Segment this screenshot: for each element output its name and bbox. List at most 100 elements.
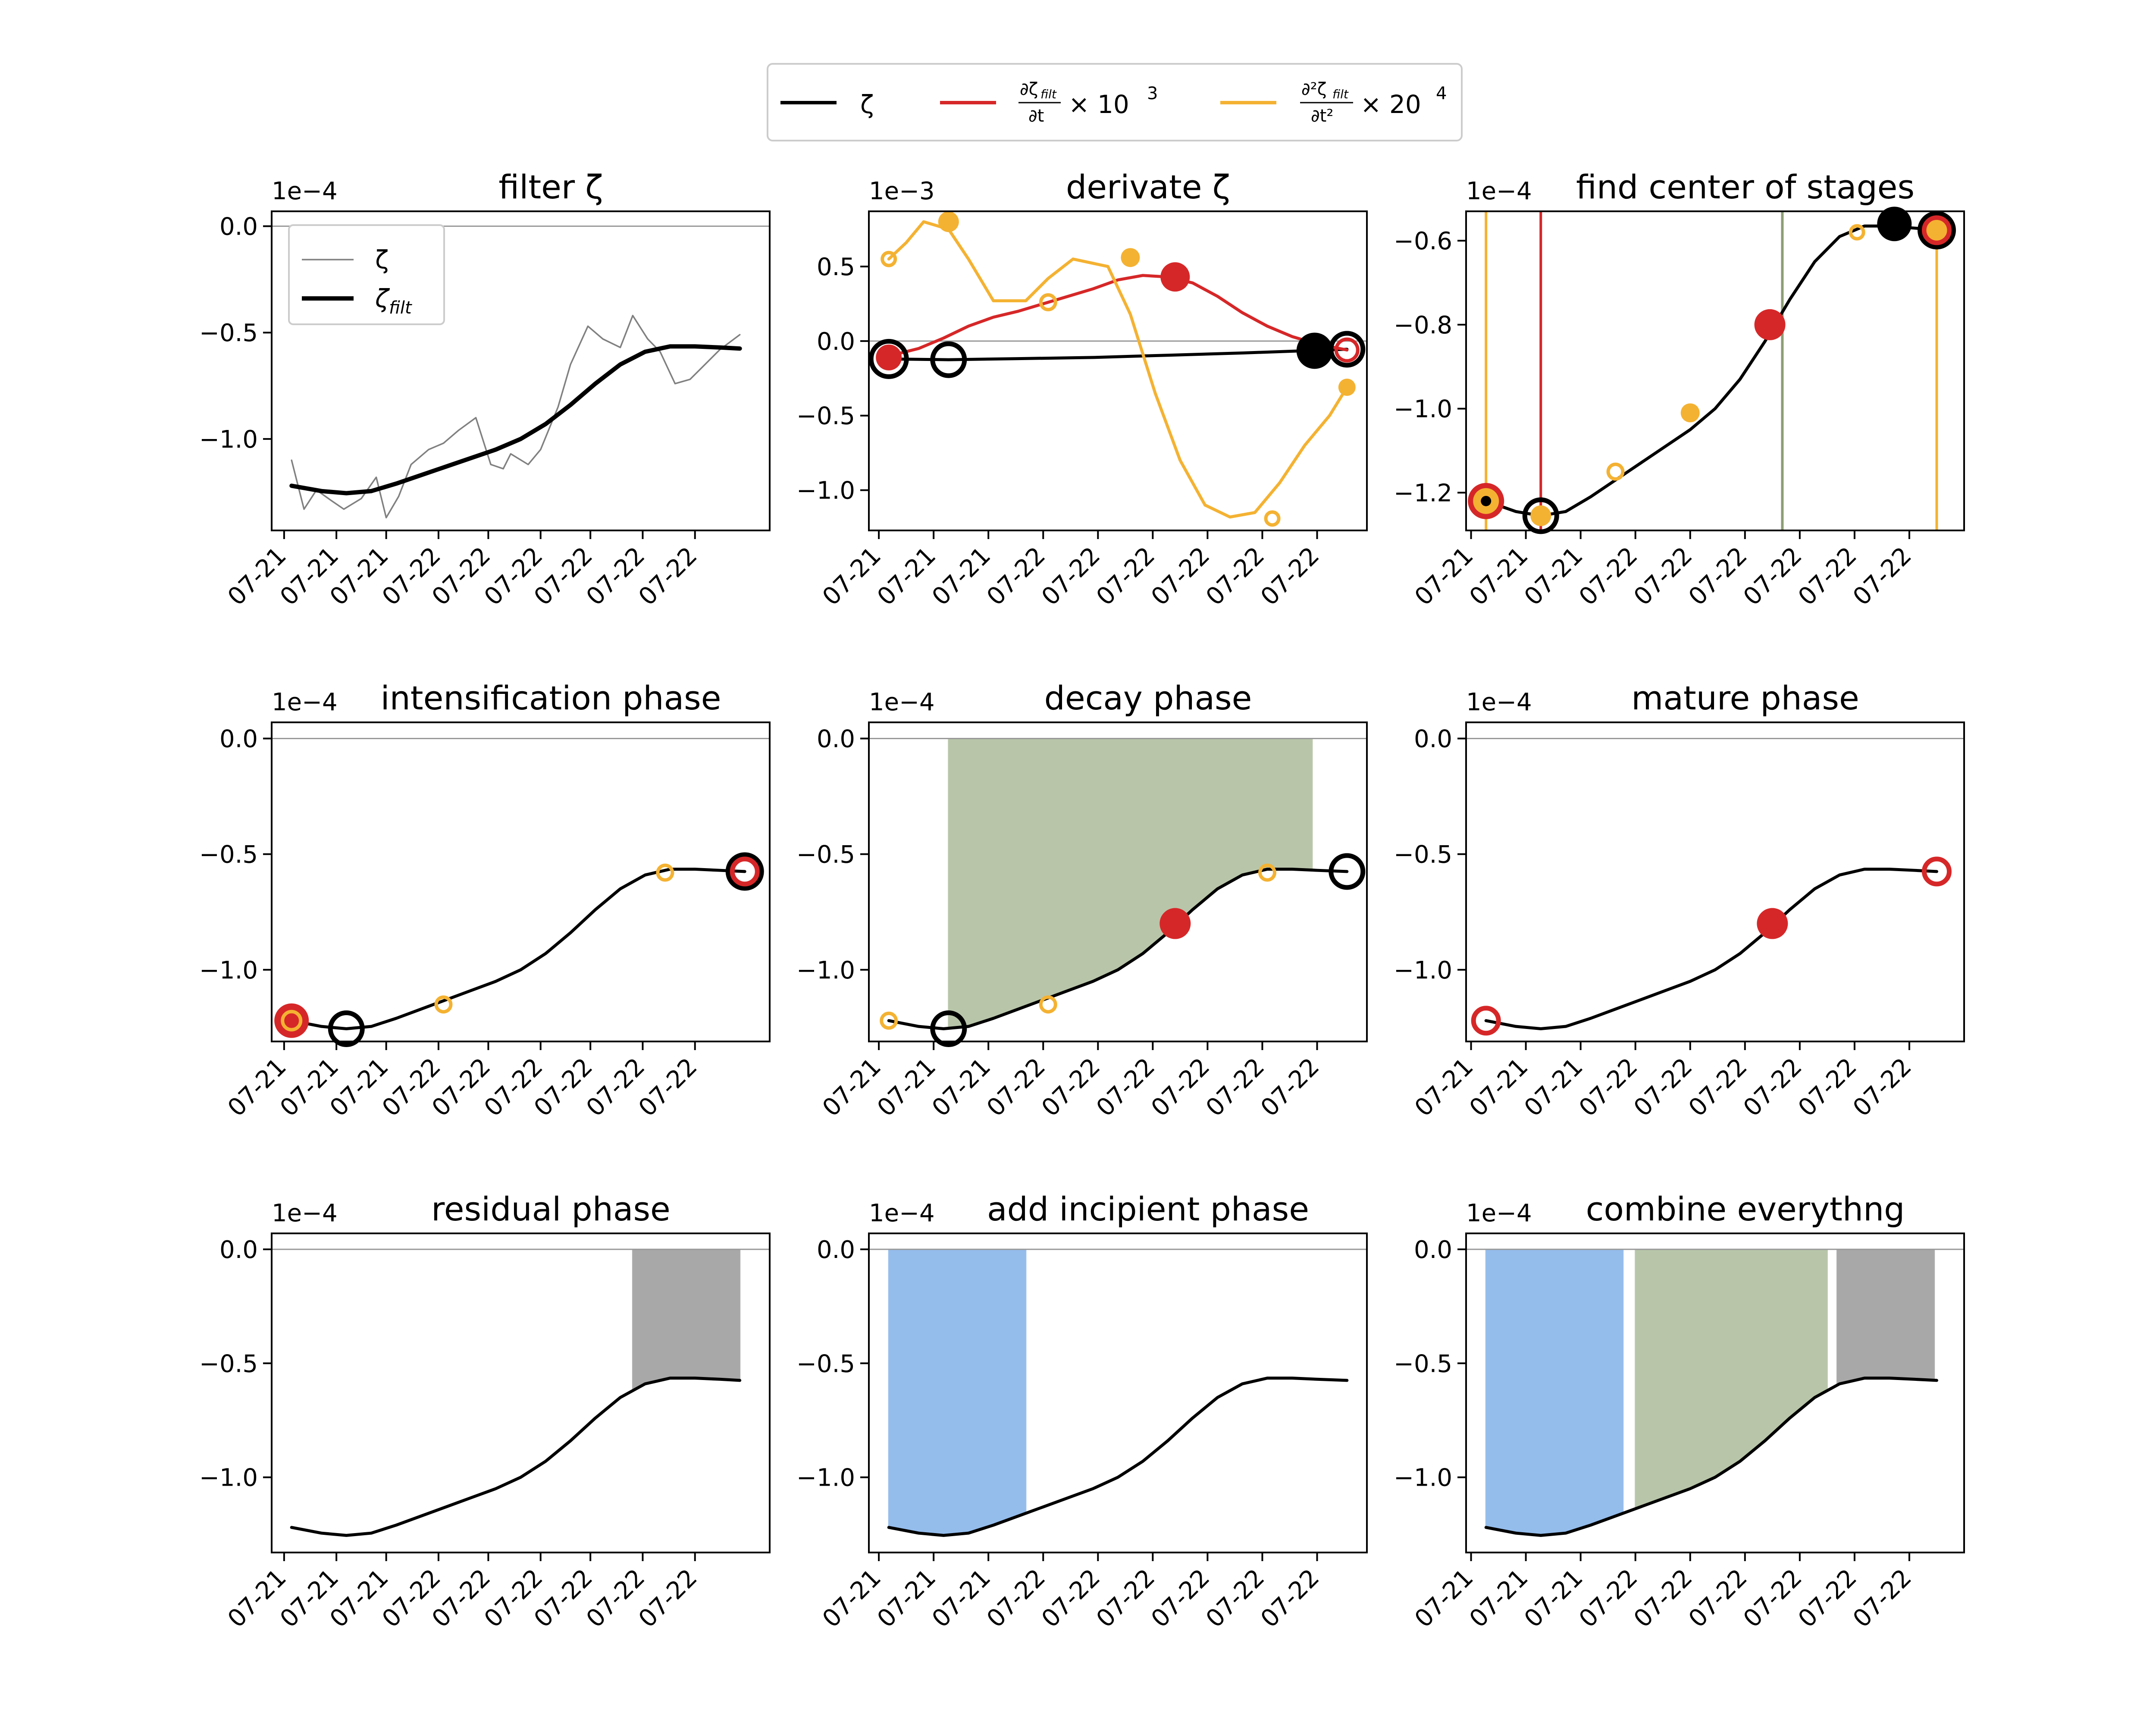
y-tick-label: −0.8 xyxy=(1394,311,1452,339)
subplot-p2: derivate ζ1e−30.50.0−0.5−1.007-2107-2107… xyxy=(796,168,1368,611)
legend-dzeta-num: ∂ζ xyxy=(1020,79,1038,99)
phase-band-0 xyxy=(1485,1248,1624,1536)
axes-frame xyxy=(868,721,1368,1042)
subplot-title: combine everythng xyxy=(1586,1190,1905,1228)
x-tick-label: 07-22 xyxy=(1848,1564,1917,1633)
y-tick-label: −1.2 xyxy=(1394,479,1452,507)
x-tick-label: 07-22 xyxy=(1738,542,1808,611)
x-tick-label: 07-22 xyxy=(1146,1564,1215,1633)
marker-d2zeta-12 xyxy=(1926,220,1947,241)
axes-frame xyxy=(1465,210,1965,531)
plot-area xyxy=(272,1248,770,1537)
x-tick-label: 07-22 xyxy=(426,542,496,611)
marker-dzeta-0 xyxy=(1471,1006,1501,1036)
axes-frame xyxy=(868,1233,1368,1553)
y-tick-label: −0.5 xyxy=(199,319,258,347)
marker-zeta-5 xyxy=(725,852,764,891)
marker-d2zeta-4 xyxy=(656,863,674,882)
marker-dzeta-0 xyxy=(274,1003,309,1038)
y-tick-label: −0.6 xyxy=(1394,227,1452,255)
x-tick-label: 07-21 xyxy=(927,1053,996,1122)
x-tick-label: 07-21 xyxy=(222,1564,292,1633)
subplot-p3: find center of stages 1e−4 −0.6 −0.8 −1.0 −1.… xyxy=(1394,168,1965,611)
x-tick-label: 07-22 xyxy=(1574,1053,1643,1122)
y-tick-label: 0.0 xyxy=(817,725,855,753)
x-tick-label: 07-22 xyxy=(426,1564,496,1633)
subplot-title: derivate ζ xyxy=(1066,168,1230,206)
axis-offset-label: 1e−4 xyxy=(1466,177,1532,205)
inner-legend-frame xyxy=(288,224,445,325)
x-tick-label: 07-22 xyxy=(1629,1564,1698,1633)
series-line-zeta xyxy=(1484,1377,1938,1537)
marker-dzeta-7 xyxy=(1754,309,1786,340)
x-tick-label: 07-21 xyxy=(1519,1564,1589,1633)
subplot-title: residual phase xyxy=(431,1190,671,1228)
y-tick-label: 0.0 xyxy=(817,328,855,356)
x-tick-label: 07-21 xyxy=(817,542,887,611)
marker-d2zeta-7 xyxy=(881,251,897,267)
y-tick-label: −1.0 xyxy=(796,477,855,505)
x-tick-label: 07-22 xyxy=(529,542,598,611)
x-tick-label: 07-22 xyxy=(1793,1053,1862,1122)
x-tick-label: 07-22 xyxy=(1036,1053,1106,1122)
figure-legend: ζ ∂ζ filt ∂t × 10 3 ∂²ζ filt ∂t² × 20 4 xyxy=(767,63,1463,141)
series-line-filt xyxy=(289,344,742,496)
axes-frame xyxy=(271,1233,771,1553)
subplot-p7: residual phase 1e−4 0.0 −0.5 −1.0 07-21 07-21 0… xyxy=(199,1190,771,1633)
plot-area xyxy=(1484,211,1946,530)
y-tick-label: 0.0 xyxy=(219,725,258,753)
subplot-p8: add incipient phase1e−40.0−0.5−1.007-210… xyxy=(796,1190,1368,1633)
y-tick-label: −1.0 xyxy=(199,426,258,454)
series-line-zeta xyxy=(887,868,1349,1031)
x-tick-label: 07-21 xyxy=(325,1053,394,1122)
axis-offset-label: 1e−4 xyxy=(1466,1199,1532,1227)
x-tick-label: 07-22 xyxy=(1629,542,1698,611)
plot-area xyxy=(869,738,1367,1031)
x-tick-label: 07-21 xyxy=(817,1564,887,1633)
legend-d2zeta-num-sub: filt xyxy=(1332,87,1349,101)
x-tick-label: 07-21 xyxy=(817,1053,887,1122)
marker-dzeta-2 xyxy=(1921,856,1952,887)
x-tick-label: 07-22 xyxy=(1036,1564,1106,1633)
phase-band-0 xyxy=(948,738,1313,1029)
x-tick-label: 07-21 xyxy=(1519,1053,1589,1122)
x-tick-label: 07-21 xyxy=(325,1564,394,1633)
x-tick-label: 07-22 xyxy=(1200,542,1270,611)
x-tick-label: 07-21 xyxy=(1409,542,1479,611)
x-tick-label: 07-22 xyxy=(1848,542,1917,611)
axis-offset-label: 1e−4 xyxy=(869,688,935,716)
y-tick-label: −1.0 xyxy=(1394,957,1452,985)
subplot-title: find center of stages xyxy=(1576,168,1915,206)
series-line-zeta xyxy=(1484,224,1946,518)
x-tick-label: 07-21 xyxy=(927,542,996,611)
phase-band-1 xyxy=(1635,1248,1828,1510)
marker-zeta-1 xyxy=(930,1010,967,1048)
phase-band-2 xyxy=(1836,1248,1935,1386)
legend-d2zeta-sup: 4 xyxy=(1436,84,1447,104)
marker-d2zeta-8 xyxy=(938,211,959,232)
series-line-d2zeta xyxy=(887,220,1349,519)
legend-dzeta-sup: 3 xyxy=(1147,84,1158,104)
x-tick-label: 07-22 xyxy=(1200,1564,1270,1633)
axes-frame xyxy=(868,210,1368,531)
marker-d2zeta-3 xyxy=(434,995,453,1014)
x-tick-label: 07-22 xyxy=(1146,542,1215,611)
legend-d2zeta-den: ∂t² xyxy=(1311,106,1333,126)
x-tick-label: 07-22 xyxy=(981,1564,1051,1633)
y-tick-label: −1.0 xyxy=(199,1464,258,1492)
subplot-title: add incipient phase xyxy=(987,1190,1309,1228)
x-tick-label: 07-22 xyxy=(581,1053,650,1122)
subplot-p5: decay phase1e−40.0−0.5−1.007-2107-2107-2… xyxy=(796,679,1368,1122)
x-tick-label: 07-21 xyxy=(927,1564,996,1633)
y-tick-label: 0.0 xyxy=(1414,725,1452,753)
axes-frame xyxy=(271,721,771,1042)
x-tick-label: 07-21 xyxy=(1409,1053,1479,1122)
y-tick-label: −0.5 xyxy=(796,1350,855,1378)
marker-zeta-2 xyxy=(1481,496,1492,506)
marker-dzeta-5 xyxy=(1334,337,1360,363)
y-tick-label: −0.5 xyxy=(199,841,258,869)
x-tick-label: 07-22 xyxy=(1091,542,1160,611)
x-tick-label: 07-22 xyxy=(1255,1053,1325,1122)
y-tick-label: 0.0 xyxy=(817,1236,855,1264)
marker-d2zeta-0 xyxy=(880,1011,898,1030)
